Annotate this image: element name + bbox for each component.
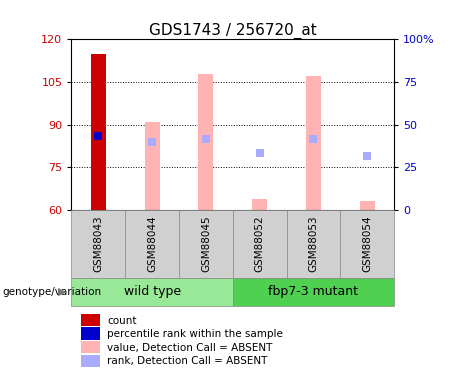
- Bar: [360, 201, 375, 210]
- Text: genotype/variation: genotype/variation: [2, 286, 101, 297]
- Text: percentile rank within the sample: percentile rank within the sample: [107, 329, 283, 339]
- Bar: [179, 210, 233, 278]
- Title: GDS1743 / 256720_at: GDS1743 / 256720_at: [149, 23, 317, 39]
- Text: wild type: wild type: [124, 285, 181, 298]
- Point: [202, 136, 210, 142]
- Point: [95, 133, 102, 139]
- Bar: [91, 54, 106, 210]
- Text: ▶: ▶: [59, 286, 67, 297]
- Point: [95, 133, 102, 139]
- Point: [310, 136, 317, 142]
- Bar: [91, 54, 106, 210]
- Bar: [252, 199, 267, 210]
- Bar: [198, 74, 213, 210]
- Point: [256, 150, 263, 156]
- Bar: [287, 210, 340, 278]
- Text: fbp7-3 mutant: fbp7-3 mutant: [268, 285, 359, 298]
- Bar: [81, 327, 100, 340]
- Bar: [233, 278, 394, 306]
- Text: GSM88043: GSM88043: [93, 215, 103, 272]
- Bar: [233, 210, 287, 278]
- Text: rank, Detection Call = ABSENT: rank, Detection Call = ABSENT: [107, 356, 267, 366]
- Bar: [306, 76, 321, 210]
- Bar: [71, 278, 233, 306]
- Text: GSM88054: GSM88054: [362, 215, 372, 272]
- Text: value, Detection Call = ABSENT: value, Detection Call = ABSENT: [107, 343, 272, 353]
- Point: [364, 153, 371, 159]
- Text: GSM88053: GSM88053: [308, 215, 319, 272]
- Bar: [81, 314, 100, 326]
- Point: [148, 139, 156, 145]
- Bar: [340, 210, 394, 278]
- Bar: [81, 341, 100, 353]
- Text: GSM88045: GSM88045: [201, 215, 211, 272]
- Bar: [145, 122, 160, 210]
- Text: GSM88044: GSM88044: [147, 215, 157, 272]
- Bar: [71, 210, 125, 278]
- Text: GSM88052: GSM88052: [254, 215, 265, 272]
- Bar: [81, 354, 100, 367]
- Text: count: count: [107, 315, 136, 326]
- Bar: [125, 210, 179, 278]
